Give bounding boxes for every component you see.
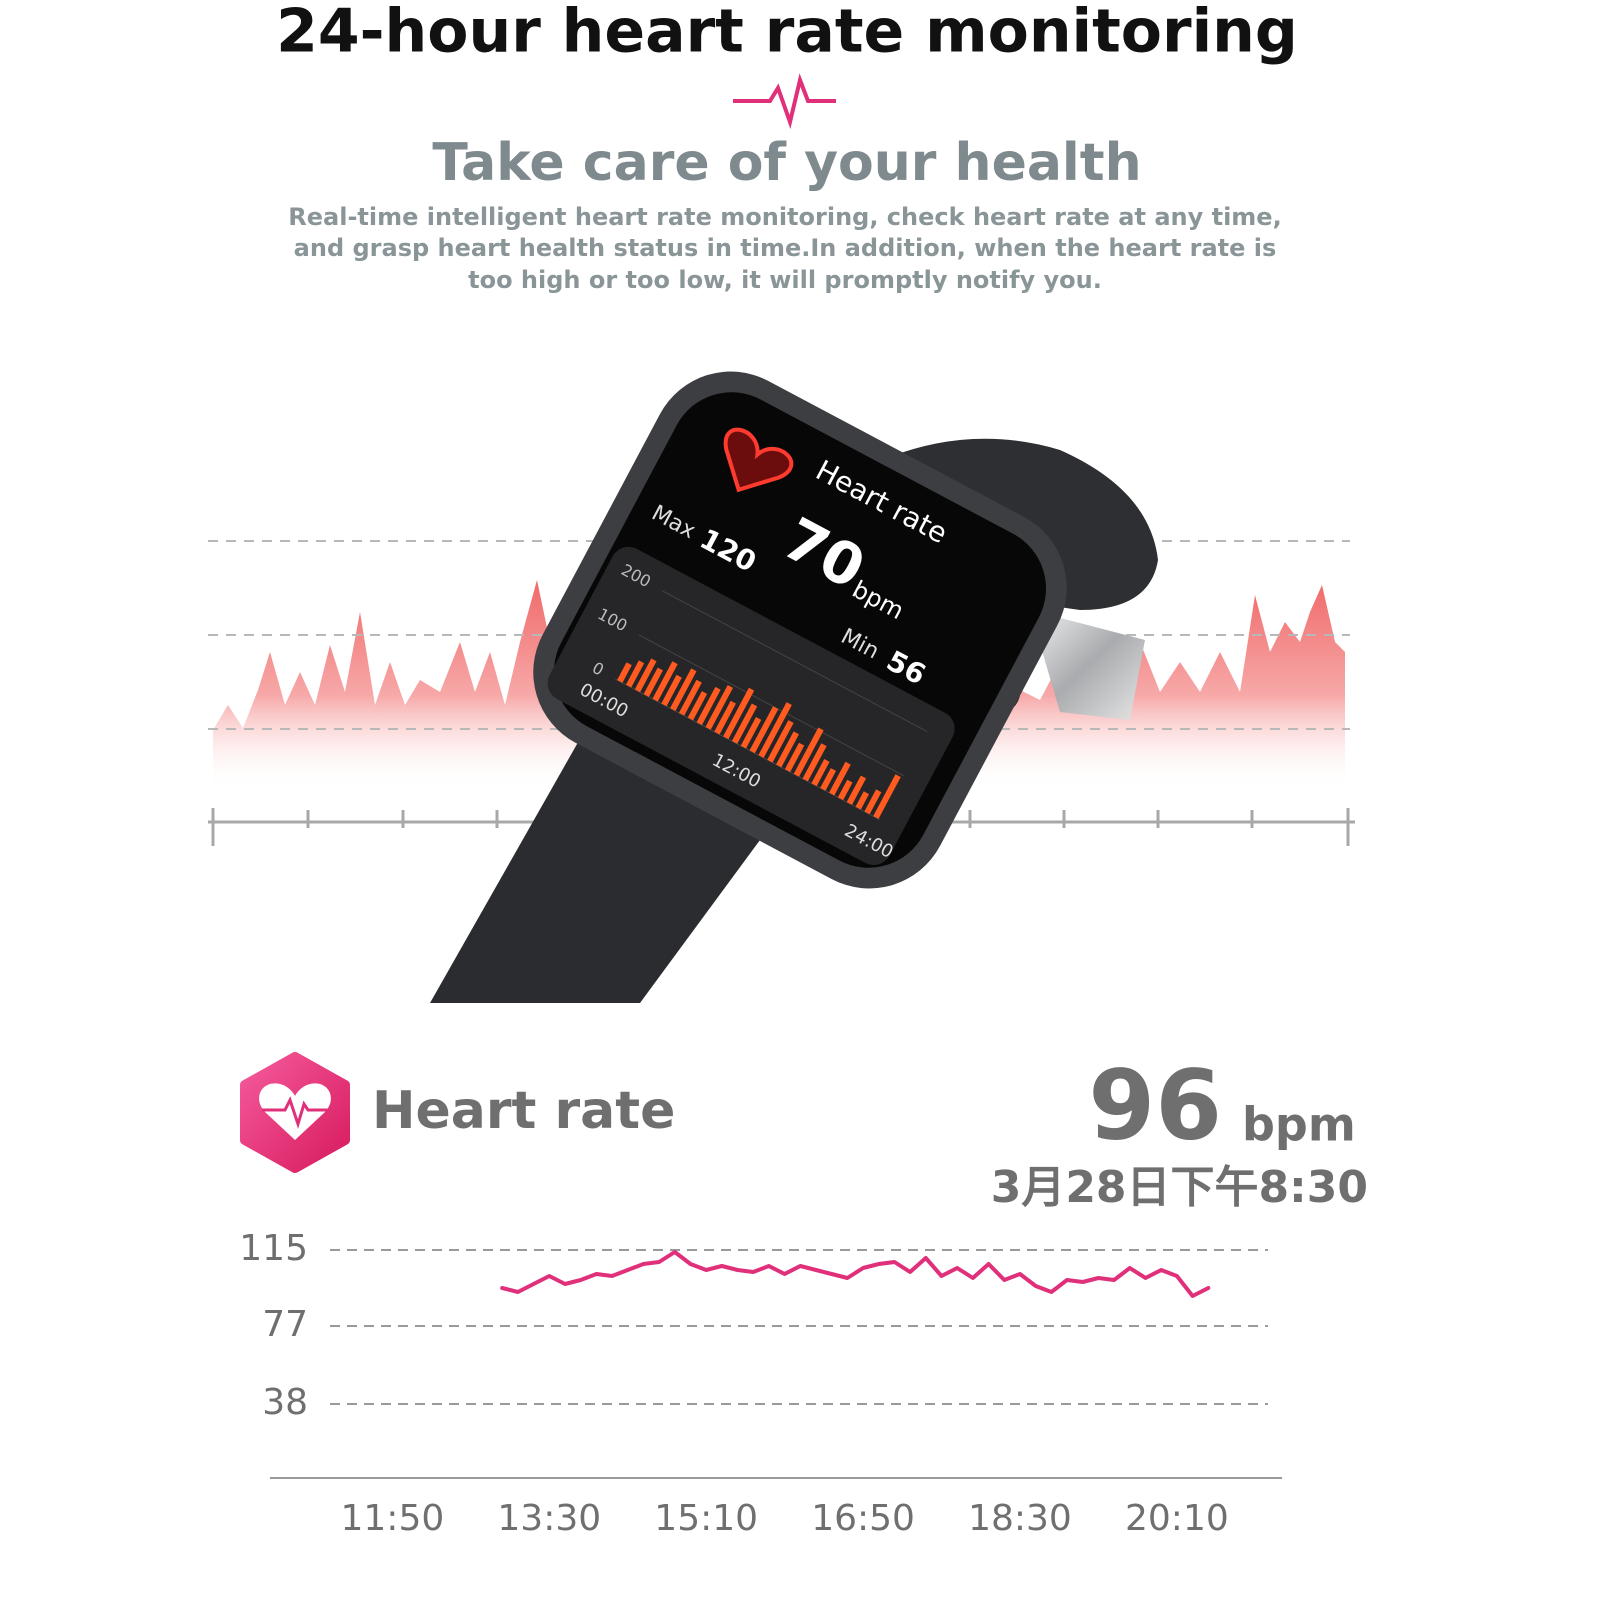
y-tick-label: 38 [262,1382,308,1423]
watch-bar [661,674,682,707]
watch-bar [652,661,678,702]
description-line: and grasp heart health status in time.In… [294,234,1277,262]
watch-bar [678,679,702,716]
watch-bar [617,662,632,683]
watch-bar [634,658,657,693]
x-tick-label: 18:30 [968,1498,1072,1539]
watch-bar [820,768,837,791]
y-tick-label: 77 [262,1304,308,1345]
watch-bar [705,685,734,730]
description-line: too high or too low, it will promptly no… [468,266,1102,294]
reading-unit: bpm [1242,1098,1356,1152]
watch-bar [784,742,805,773]
reading-value: 96 [1088,1049,1222,1161]
x-tick-label: 11:50 [341,1498,445,1539]
watch-grid-line [638,634,904,777]
heart-rate-line [500,1250,1211,1298]
watch-bar [740,717,762,749]
watch-grid-line [662,590,928,733]
watch-bar [687,691,708,721]
subtitle: Take care of your health [432,133,1141,193]
watch-bar [864,789,882,815]
reading-title: Heart rate [372,1081,675,1141]
x-tick-label: 20:10 [1125,1498,1229,1539]
heart-rate-chart: 38 77 115 11:50 13:30 15:10 16:50 18:30 20:10 [239,1228,1282,1539]
reading-time: 3月28日下午8:30 [991,1162,1368,1213]
watch-bar [767,720,794,763]
watch-bar [670,668,697,711]
watch-bar [776,731,799,768]
watch-bar [855,791,870,810]
heart-rate-icon-pulse [262,1096,330,1129]
x-tick-label: 13:30 [497,1498,601,1539]
x-tick-label: 16:50 [811,1498,915,1539]
watch-bar [837,779,853,801]
watch-bar [829,761,851,796]
watch: Heart rate 70 bpm Max 120 Min 56 0100200… [533,371,1067,889]
watch-bar [625,660,645,688]
watch-buckle [1030,610,1145,720]
watch-bar [758,702,792,758]
watch-bar [749,706,779,754]
watch-bar [793,727,824,777]
watch-bar [846,775,867,805]
watch-bar [723,687,755,740]
watch-grid-line [615,678,881,821]
watch-bar [731,703,758,744]
heartbeat-icon [733,73,836,130]
watch-bar [643,667,663,697]
title: 24-hour heart rate monitoring [276,0,1298,67]
x-tick-label: 15:10 [654,1498,758,1539]
description-line: Real-time intelligent heart rate monitor… [288,203,1281,231]
watch-bar [696,686,721,726]
watch-strap-lower [430,730,760,1003]
watch-bar [714,700,736,735]
watch-bar [811,758,830,787]
y-tick-label: 115 [239,1228,308,1269]
watch-bar [802,743,827,782]
watch-heart-icon [723,427,794,493]
watch-bar [873,774,901,819]
